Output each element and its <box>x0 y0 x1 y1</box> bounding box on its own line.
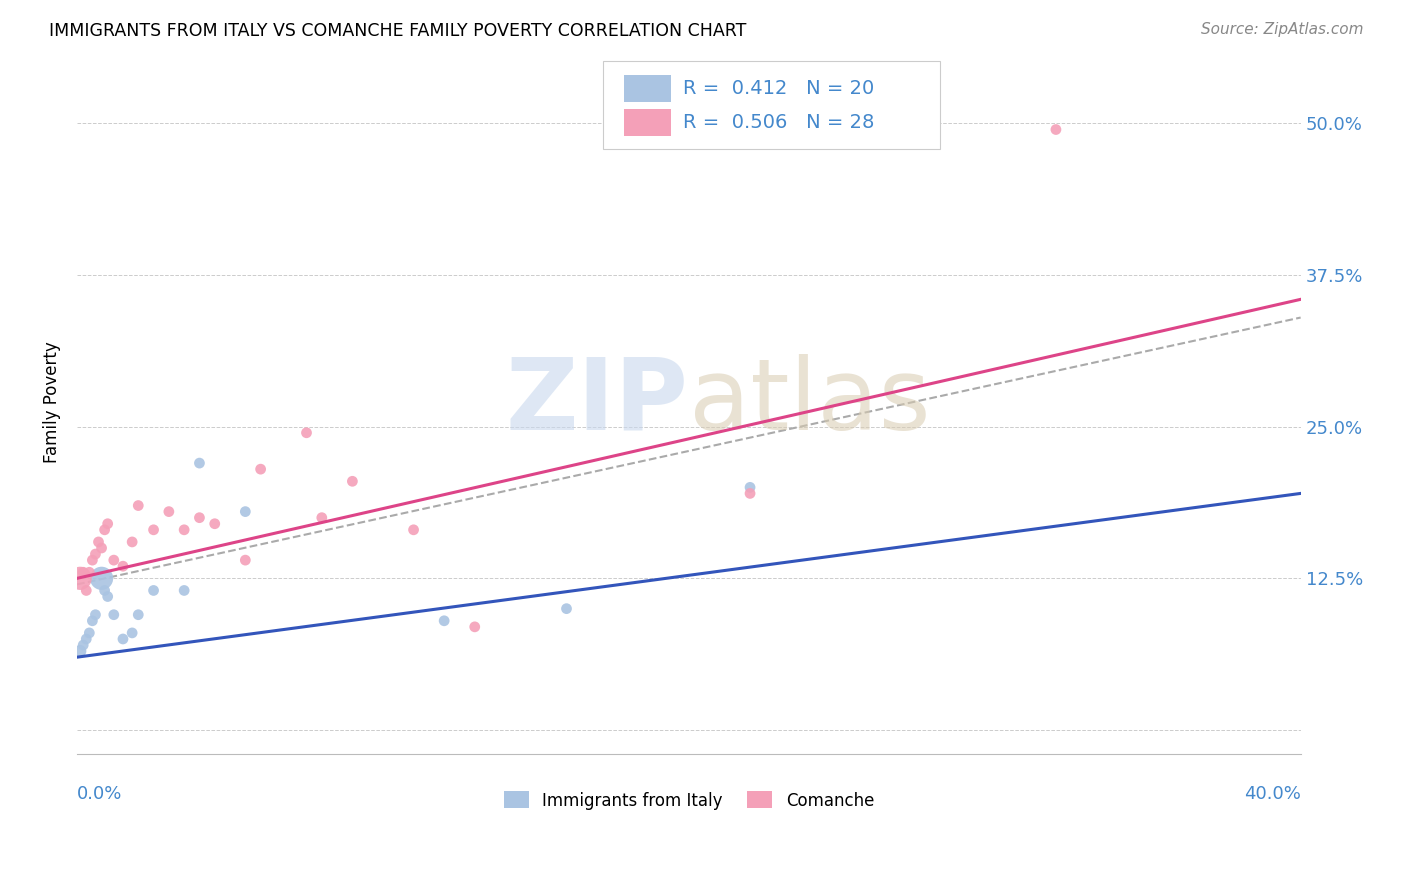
Point <box>90 541 112 555</box>
Point <box>69 644 91 658</box>
Point <box>738 480 761 494</box>
Point <box>75 583 97 598</box>
Text: R =  0.412   N = 20: R = 0.412 N = 20 <box>683 79 875 98</box>
Point <box>142 523 165 537</box>
Point <box>464 620 486 634</box>
Point <box>84 547 107 561</box>
Point <box>173 523 195 537</box>
Point <box>121 626 143 640</box>
Point <box>75 632 97 646</box>
Point <box>90 571 112 585</box>
Point <box>72 638 94 652</box>
Y-axis label: Family Poverty: Family Poverty <box>44 342 60 463</box>
Point <box>433 614 456 628</box>
Text: IMMIGRANTS FROM ITALY VS COMANCHE FAMILY POVERTY CORRELATION CHART: IMMIGRANTS FROM ITALY VS COMANCHE FAMILY… <box>49 22 747 40</box>
Point <box>342 475 364 489</box>
Point <box>87 535 110 549</box>
Text: Source: ZipAtlas.com: Source: ZipAtlas.com <box>1201 22 1364 37</box>
Point <box>1045 122 1067 136</box>
Point <box>97 516 120 531</box>
Point <box>111 632 134 646</box>
Point <box>173 583 195 598</box>
Point <box>233 553 256 567</box>
Point <box>188 456 211 470</box>
Point <box>82 614 104 628</box>
Text: atlas: atlas <box>689 354 931 451</box>
Point <box>233 505 256 519</box>
Point <box>79 566 101 580</box>
Point <box>93 583 115 598</box>
Point <box>79 626 101 640</box>
Point <box>249 462 271 476</box>
Point <box>82 553 104 567</box>
Text: R =  0.506   N = 28: R = 0.506 N = 28 <box>683 113 875 132</box>
Point <box>97 590 120 604</box>
Point <box>103 607 125 622</box>
Legend: Immigrants from Italy, Comanche: Immigrants from Italy, Comanche <box>496 785 880 816</box>
Point <box>402 523 425 537</box>
Point <box>72 566 94 580</box>
FancyBboxPatch shape <box>624 75 671 102</box>
Point <box>69 571 91 585</box>
Text: ZIP: ZIP <box>506 354 689 451</box>
Text: 40.0%: 40.0% <box>1244 785 1301 803</box>
Point <box>103 553 125 567</box>
Text: 0.0%: 0.0% <box>77 785 122 803</box>
Point <box>127 499 149 513</box>
Point <box>188 510 211 524</box>
Point <box>555 601 578 615</box>
Point <box>121 535 143 549</box>
Point <box>311 510 333 524</box>
Point <box>738 486 761 500</box>
Point <box>157 505 180 519</box>
Point <box>204 516 226 531</box>
Point <box>93 523 115 537</box>
Point <box>295 425 318 440</box>
FancyBboxPatch shape <box>624 109 671 136</box>
Point <box>142 583 165 598</box>
Point <box>84 607 107 622</box>
Point <box>127 607 149 622</box>
Point <box>111 559 134 574</box>
FancyBboxPatch shape <box>603 62 939 149</box>
